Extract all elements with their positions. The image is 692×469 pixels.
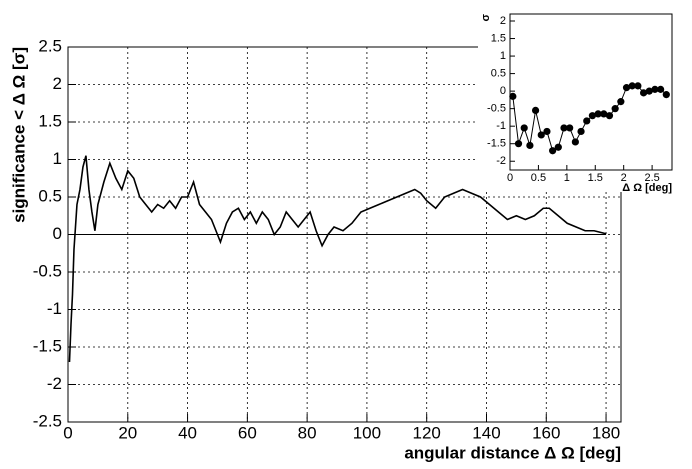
x-tick-label: 1	[564, 172, 570, 184]
x-tick-label: 120	[413, 423, 441, 442]
data-point	[628, 82, 636, 90]
y-tick-label: 2.5	[38, 36, 62, 55]
data-point	[520, 124, 528, 132]
data-point	[622, 84, 631, 92]
y-axis-label: significance < Δ Ω [σ]	[9, 47, 28, 223]
x-tick-label: 40	[178, 423, 197, 442]
x-axis-label: Δ Ω [deg]	[622, 182, 672, 194]
y-tick-label: -2.5	[33, 411, 62, 430]
data-point	[549, 147, 557, 155]
data-point	[531, 106, 540, 115]
y-tick-label: -0.5	[33, 261, 62, 280]
data-point	[514, 140, 523, 148]
data-point	[571, 138, 579, 146]
data-point	[605, 112, 614, 120]
data-point	[657, 85, 665, 93]
data-point	[566, 124, 574, 132]
y-tick-label: -1	[496, 120, 506, 132]
data-point	[594, 110, 602, 118]
y-tick-label: -2	[496, 155, 506, 167]
x-tick-label: 60	[238, 423, 257, 442]
y-tick-label: 2	[53, 74, 62, 93]
y-axis-label: σ	[480, 14, 492, 22]
y-tick-label: 0	[53, 224, 62, 243]
data-point	[560, 124, 568, 132]
x-tick-label: 160	[532, 423, 560, 442]
data-point	[651, 85, 659, 93]
data-point	[662, 91, 670, 99]
y-tick-label: 1	[53, 149, 62, 168]
data-line	[512, 85, 667, 152]
y-tick-label: 1.5	[38, 111, 62, 130]
data-point	[617, 98, 625, 106]
data-line	[68, 155, 607, 363]
x-tick-label: 140	[472, 423, 500, 442]
y-tick-label: -1	[47, 299, 62, 318]
data-point	[639, 89, 648, 97]
x-tick-label: 100	[353, 423, 381, 442]
data-point	[543, 127, 551, 136]
y-tick-label: -1.5	[487, 138, 506, 150]
data-point	[554, 143, 562, 151]
data-point	[600, 110, 608, 118]
x-tick-label: 180	[592, 423, 620, 442]
x-tick-label: 2.5	[644, 172, 659, 184]
data-point	[583, 117, 591, 125]
data-point	[634, 82, 642, 90]
data-point	[537, 131, 545, 139]
x-axis-label: angular distance Δ Ω [deg]	[404, 443, 621, 462]
y-tick-label: 2	[500, 15, 506, 27]
x-tick-label: 1.5	[588, 172, 603, 184]
data-point	[509, 92, 517, 100]
y-tick-label: -0.5	[487, 103, 506, 115]
data-point	[645, 87, 653, 95]
x-tick-label: 0	[63, 423, 72, 442]
x-tick-label: 80	[298, 423, 317, 442]
y-tick-label: 0.5	[491, 68, 506, 80]
data-point	[588, 112, 597, 120]
y-tick-label: 0.5	[38, 186, 62, 205]
y-tick-label: -2	[47, 374, 62, 393]
y-tick-label: 0	[500, 85, 506, 97]
x-tick-label: 0	[507, 172, 513, 184]
x-tick-label: 20	[118, 423, 137, 442]
data-point	[611, 105, 619, 113]
data-point	[526, 141, 534, 150]
y-tick-label: -1.5	[33, 336, 62, 355]
data-point	[577, 127, 585, 136]
plot-frame	[509, 13, 673, 171]
y-tick-label: 1	[500, 50, 506, 62]
x-tick-label: 2	[621, 172, 627, 184]
y-tick-label: 1.5	[491, 32, 506, 44]
x-tick-label: 0.5	[531, 172, 546, 184]
